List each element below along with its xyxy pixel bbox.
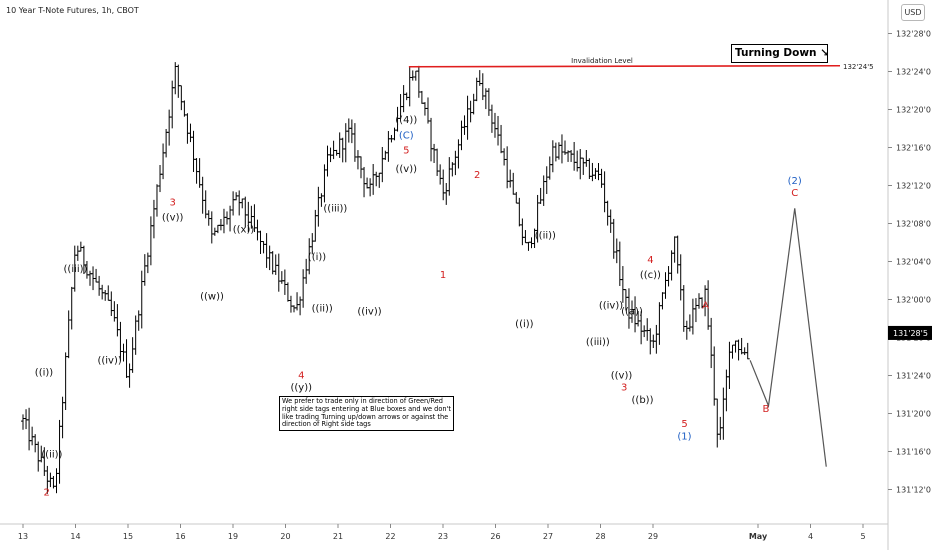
x-tick-label: May — [749, 532, 768, 541]
wave-label: ((y)) — [290, 383, 312, 394]
wave-label: B — [762, 404, 769, 415]
wave-label: ((v)) — [395, 164, 417, 175]
x-tick-label: 21 — [333, 532, 343, 541]
wave-label: ((x)) — [233, 225, 255, 236]
turning-down-arrow-icon: ↘ — [820, 47, 829, 59]
invalidation-line — [408, 64, 841, 68]
wave-label: 5 — [681, 419, 687, 430]
wave-label: ((w)) — [200, 292, 224, 303]
x-tick-label: 26 — [490, 532, 500, 541]
wave-label: 4 — [298, 371, 304, 382]
y-tick-label: 131'12'0 — [896, 486, 931, 495]
y-tick-label: 131'20'0 — [896, 410, 931, 419]
wave-label: ((a)) — [621, 307, 643, 318]
wave-label: ((4)) — [395, 115, 417, 126]
current-price-label: 131'28'5 — [893, 329, 928, 338]
chart-title: 10 Year T-Note Futures, 1h, CBOT — [6, 6, 139, 15]
y-tick-label: 132'20'0 — [896, 106, 931, 115]
wave-label: 2 — [43, 488, 49, 499]
y-tick-label: 131'24'0 — [896, 372, 931, 381]
currency-button[interactable]: USD — [901, 4, 925, 21]
wave-label: ((iii)) — [64, 264, 88, 275]
wave-label: (1) — [677, 431, 691, 442]
invalidation-price-label: 132'24'5 — [843, 63, 874, 71]
x-tick-label: 23 — [438, 532, 448, 541]
x-tick-label: 13 — [18, 532, 28, 541]
x-tick-label: 27 — [543, 532, 553, 541]
y-tick-label: 132'24'0 — [896, 68, 931, 77]
wave-label: ((iii)) — [323, 203, 347, 214]
y-tick-label: 132'00'0 — [896, 296, 931, 305]
ohlc-bars — [21, 62, 750, 494]
x-tick-label: 5 — [860, 532, 865, 541]
projection-path — [749, 208, 827, 467]
wave-label: ((iv)) — [97, 355, 121, 366]
wave-label: (C) — [399, 130, 414, 141]
turning-down-label: Turning Down — [735, 47, 817, 59]
invalidation-label: Invalidation Level — [571, 57, 633, 65]
x-tick-label: 14 — [70, 532, 80, 541]
wave-label: ((b)) — [632, 395, 654, 406]
wave-label: ((v)) — [162, 212, 184, 223]
wave-label: ((i)) — [35, 368, 53, 379]
x-tick-label: 4 — [808, 532, 813, 541]
wave-label: 1 — [440, 270, 446, 281]
wave-label: 3 — [169, 197, 175, 208]
y-tick-label: 132'16'0 — [896, 144, 931, 153]
wave-label: ((c)) — [640, 270, 661, 281]
x-tick-label: 19 — [228, 532, 238, 541]
wave-label: ((ii)) — [535, 231, 556, 242]
wave-label: ((ii)) — [312, 304, 333, 315]
x-tick-label: 29 — [648, 532, 658, 541]
wave-label: 4 — [647, 255, 653, 266]
turning-down-box: Turning Down ↘ — [731, 44, 829, 63]
wave-label: A — [702, 301, 709, 312]
x-tick-label: 28 — [595, 532, 605, 541]
trading-note-box: We prefer to trade only in direction of … — [279, 396, 454, 431]
x-tick-label: 15 — [123, 532, 133, 541]
wave-label: ((v)) — [611, 371, 633, 382]
y-tick-label: 132'04'0 — [896, 258, 931, 267]
wave-label: 5 — [403, 146, 409, 157]
y-tick-label: 132'08'0 — [896, 220, 931, 229]
wave-label: (2) — [788, 176, 802, 187]
x-tick-label: 20 — [280, 532, 290, 541]
y-tick-label: 132'28'0 — [896, 30, 931, 39]
wave-label: ((i)) — [515, 319, 533, 330]
wave-label: ((iv)) — [599, 301, 623, 312]
y-tick-label: 131'16'0 — [896, 448, 931, 457]
wave-label: C — [791, 188, 798, 199]
wave-label: ((iii)) — [586, 337, 610, 348]
current-price-tag — [888, 325, 932, 340]
wave-label: ((iv)) — [357, 307, 381, 318]
wave-labels: ((i))((ii))2((iii))((iv))((v))3((w))((x)… — [35, 115, 802, 498]
x-tick-label: 22 — [385, 532, 395, 541]
wave-label: 2 — [474, 170, 480, 181]
x-tick-label: 16 — [175, 532, 185, 541]
wave-label: ((i)) — [308, 252, 326, 263]
wave-label: 3 — [621, 383, 627, 394]
wave-label: ((ii)) — [41, 450, 62, 461]
y-tick-label: 132'12'0 — [896, 182, 931, 191]
